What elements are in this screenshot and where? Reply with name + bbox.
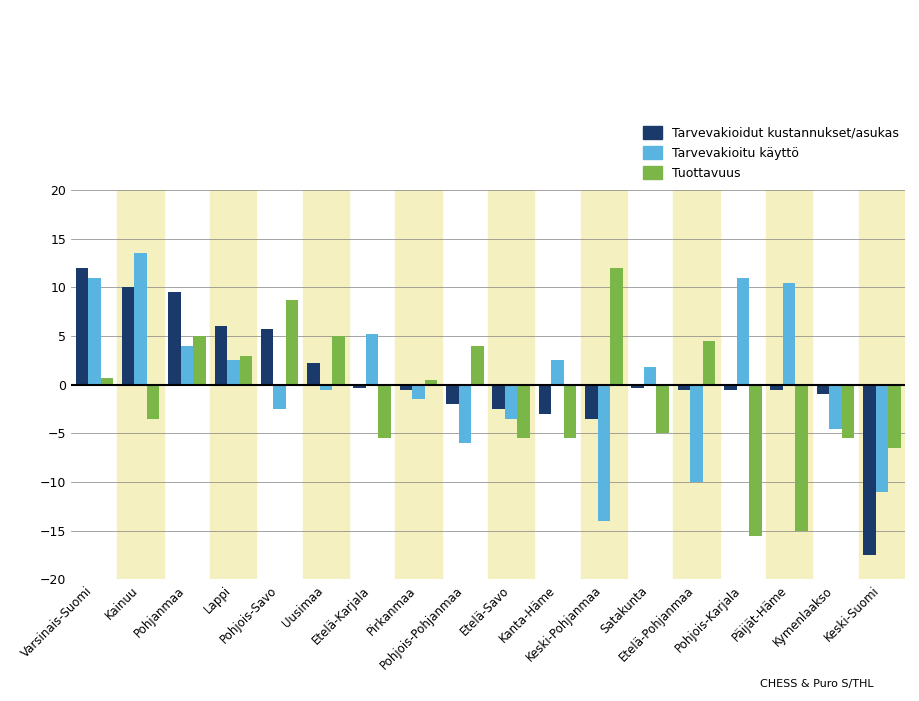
Bar — [766, 190, 811, 580]
Bar — [193, 336, 206, 385]
Bar — [75, 268, 88, 385]
Bar — [134, 253, 147, 385]
Bar — [147, 385, 159, 418]
Bar — [609, 268, 622, 385]
Bar — [239, 355, 252, 385]
Bar — [227, 360, 239, 385]
Bar — [689, 385, 702, 482]
Bar — [273, 385, 286, 409]
Bar — [395, 190, 441, 580]
Bar — [412, 385, 425, 400]
Bar — [261, 329, 273, 385]
Bar — [100, 378, 113, 385]
Bar — [795, 385, 807, 531]
Bar — [539, 385, 550, 414]
Bar — [748, 385, 761, 536]
Bar — [841, 385, 854, 438]
Bar — [366, 334, 378, 385]
Bar — [736, 278, 748, 385]
Bar — [488, 190, 534, 580]
Bar — [505, 385, 516, 418]
Bar — [673, 190, 719, 580]
Bar — [643, 367, 656, 385]
Bar — [677, 385, 689, 390]
Bar — [446, 385, 459, 404]
Bar — [563, 385, 575, 438]
Bar — [887, 385, 900, 448]
Legend: Tarvevakioidut kustannukset/asukas, Tarvevakioitu käyttö, Tuottavuus: Tarvevakioidut kustannukset/asukas, Tarv… — [642, 126, 898, 179]
Bar — [580, 190, 627, 580]
Bar — [597, 385, 609, 521]
Bar — [471, 346, 483, 385]
Bar — [782, 283, 795, 385]
Bar — [862, 385, 875, 555]
Bar — [816, 385, 828, 395]
Bar — [459, 385, 471, 443]
Bar — [378, 385, 391, 438]
Bar — [214, 327, 227, 385]
Bar — [168, 292, 180, 385]
Bar — [319, 385, 332, 390]
Bar — [307, 363, 319, 385]
Bar — [702, 341, 714, 385]
Bar — [492, 385, 505, 409]
Bar — [425, 380, 437, 385]
Bar — [286, 300, 298, 385]
Bar — [630, 385, 643, 388]
Bar — [88, 278, 100, 385]
Bar — [180, 346, 193, 385]
Bar — [857, 190, 904, 580]
Bar — [656, 385, 668, 433]
Text: CHESS & Puro S/THL: CHESS & Puro S/THL — [759, 679, 873, 689]
Bar — [400, 385, 412, 390]
Bar — [723, 385, 736, 390]
Bar — [353, 385, 366, 388]
Bar — [516, 385, 529, 438]
Bar — [875, 385, 887, 492]
Bar — [210, 190, 256, 580]
Bar — [332, 336, 345, 385]
Bar — [550, 360, 563, 385]
Bar — [118, 190, 164, 580]
Bar — [584, 385, 597, 418]
Bar — [828, 385, 841, 428]
Bar — [769, 385, 782, 390]
Bar — [121, 287, 134, 385]
Bar — [302, 190, 348, 580]
